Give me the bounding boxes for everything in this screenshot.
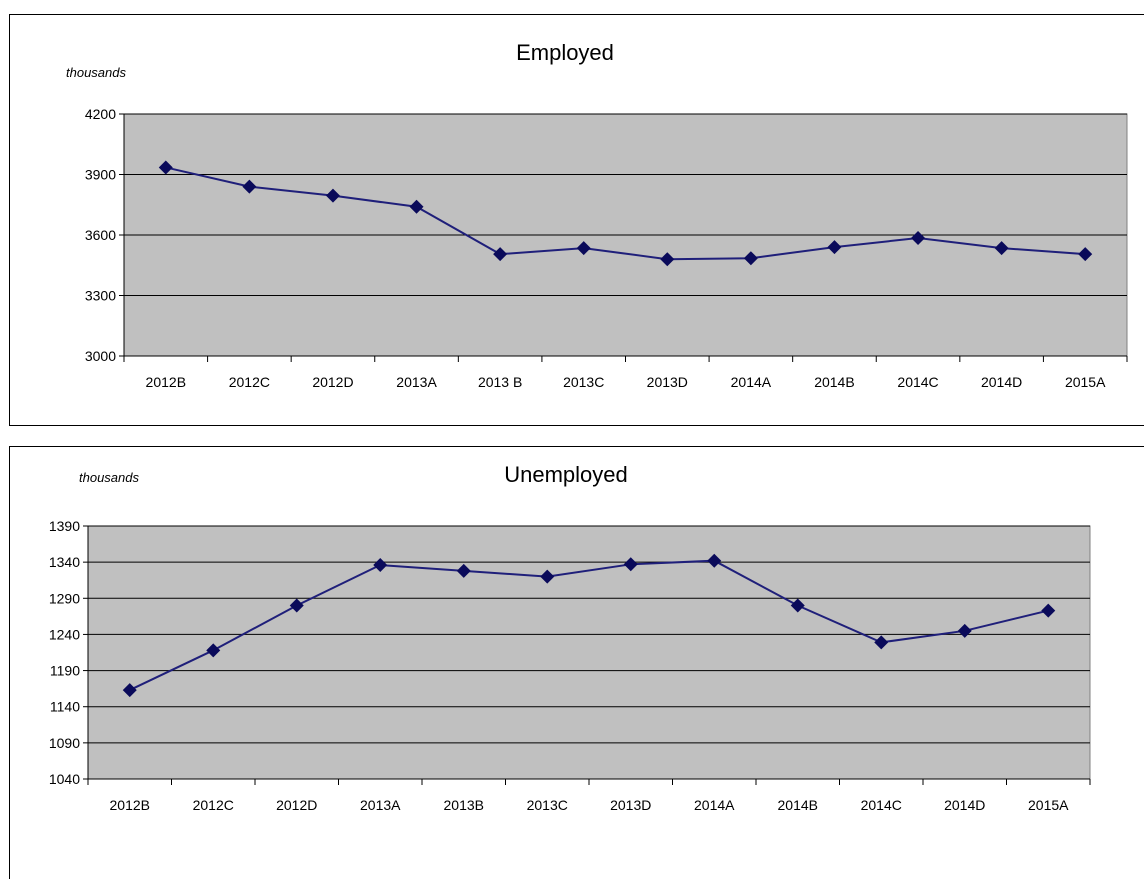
x-tick-label: 2012C [193, 797, 234, 813]
data-point [957, 623, 972, 638]
data-point [325, 188, 340, 203]
y-tick-label: 3600 [85, 227, 116, 243]
data-point [994, 241, 1009, 256]
y-tick-label: 1190 [50, 663, 80, 679]
data-point [456, 563, 471, 578]
data-point [409, 199, 424, 214]
data-point [540, 569, 555, 584]
x-tick-label: 2013D [647, 374, 688, 390]
data-point [289, 598, 304, 613]
y-tick-label: 1090 [49, 735, 80, 751]
chart-title: Unemployed [504, 462, 628, 487]
y-tick-label: 3900 [85, 167, 116, 183]
data-point [660, 252, 675, 267]
x-tick-label: 2014D [981, 374, 1022, 390]
employed-chart-panel: Employed thousands 3000 3300 3600 3900 4200 2… [9, 14, 1144, 426]
employed-plot: 3000 3300 3600 3900 4200 2012B 2012C 2012D 2013A… [85, 106, 1128, 390]
data-point [122, 683, 137, 698]
x-tick-label: 2012D [312, 374, 353, 390]
data-point [242, 179, 257, 194]
y-tick-label: 1340 [49, 554, 80, 570]
x-tick-label: 2015A [1065, 374, 1106, 390]
y-tick-label: 1390 [49, 518, 80, 534]
x-tick-label: 2015A [1028, 797, 1069, 813]
y-tick-label: 1240 [49, 626, 80, 642]
data-point [206, 643, 221, 658]
data-point [158, 160, 173, 175]
y-tick-label: 1290 [49, 590, 80, 606]
series-line [165, 166, 1086, 261]
data-point [827, 240, 842, 255]
data-point [874, 635, 889, 650]
x-tick-label: 2014C [897, 374, 938, 390]
unit-label: thousands [79, 470, 139, 485]
data-point [1078, 247, 1093, 262]
data-point [790, 598, 805, 613]
data-point [373, 558, 388, 573]
data-point [1041, 603, 1056, 618]
data-point [707, 553, 722, 568]
x-tick-label: 2012D [276, 797, 317, 813]
x-tick-label: 2014B [778, 797, 818, 813]
chart-title: Employed [516, 40, 614, 65]
x-tick-label: 2013 B [478, 374, 522, 390]
x-tick-label: 2013A [360, 797, 401, 813]
x-tick-label: 2013C [527, 797, 568, 813]
series-line [129, 559, 1049, 691]
employed-chart: Employed thousands 3000 3300 3600 3900 4200 2… [66, 40, 1128, 390]
x-tick-label: 2012B [146, 374, 186, 390]
x-tick-label: 2014B [814, 374, 854, 390]
y-tick-label: 3300 [85, 288, 116, 304]
y-tick-label: 1040 [49, 771, 80, 787]
x-tick-label: 2012C [229, 374, 270, 390]
data-point [576, 241, 591, 256]
data-point [911, 231, 926, 246]
x-tick-label: 2013C [563, 374, 604, 390]
x-tick-label: 2014A [694, 797, 735, 813]
data-point [743, 251, 758, 266]
x-tick-label: 2013D [610, 797, 651, 813]
data-point [623, 557, 638, 572]
y-tick-label: 4200 [85, 106, 116, 122]
x-tick-label: 2013A [396, 374, 437, 390]
x-tick-label: 2012B [110, 797, 150, 813]
plot-area [87, 525, 1091, 780]
x-tick-label: 2014C [861, 797, 902, 813]
unemployed-chart-panel: Unemployed thousands 1040 1090 1140 1190 124… [9, 446, 1144, 879]
y-tick-label: 1140 [50, 699, 80, 715]
x-tick-label: 2014A [731, 374, 772, 390]
x-tick-label: 2013B [444, 797, 484, 813]
unemployed-chart: Unemployed thousands 1040 1090 1140 1190 124… [49, 462, 1091, 813]
y-tick-label: 3000 [85, 348, 116, 364]
data-point [493, 247, 508, 262]
x-tick-label: 2014D [944, 797, 985, 813]
unemployed-plot: 1040 1090 1140 1190 1240 1290 1340 1390 2012B 201… [49, 518, 1091, 813]
unit-label: thousands [66, 65, 126, 80]
